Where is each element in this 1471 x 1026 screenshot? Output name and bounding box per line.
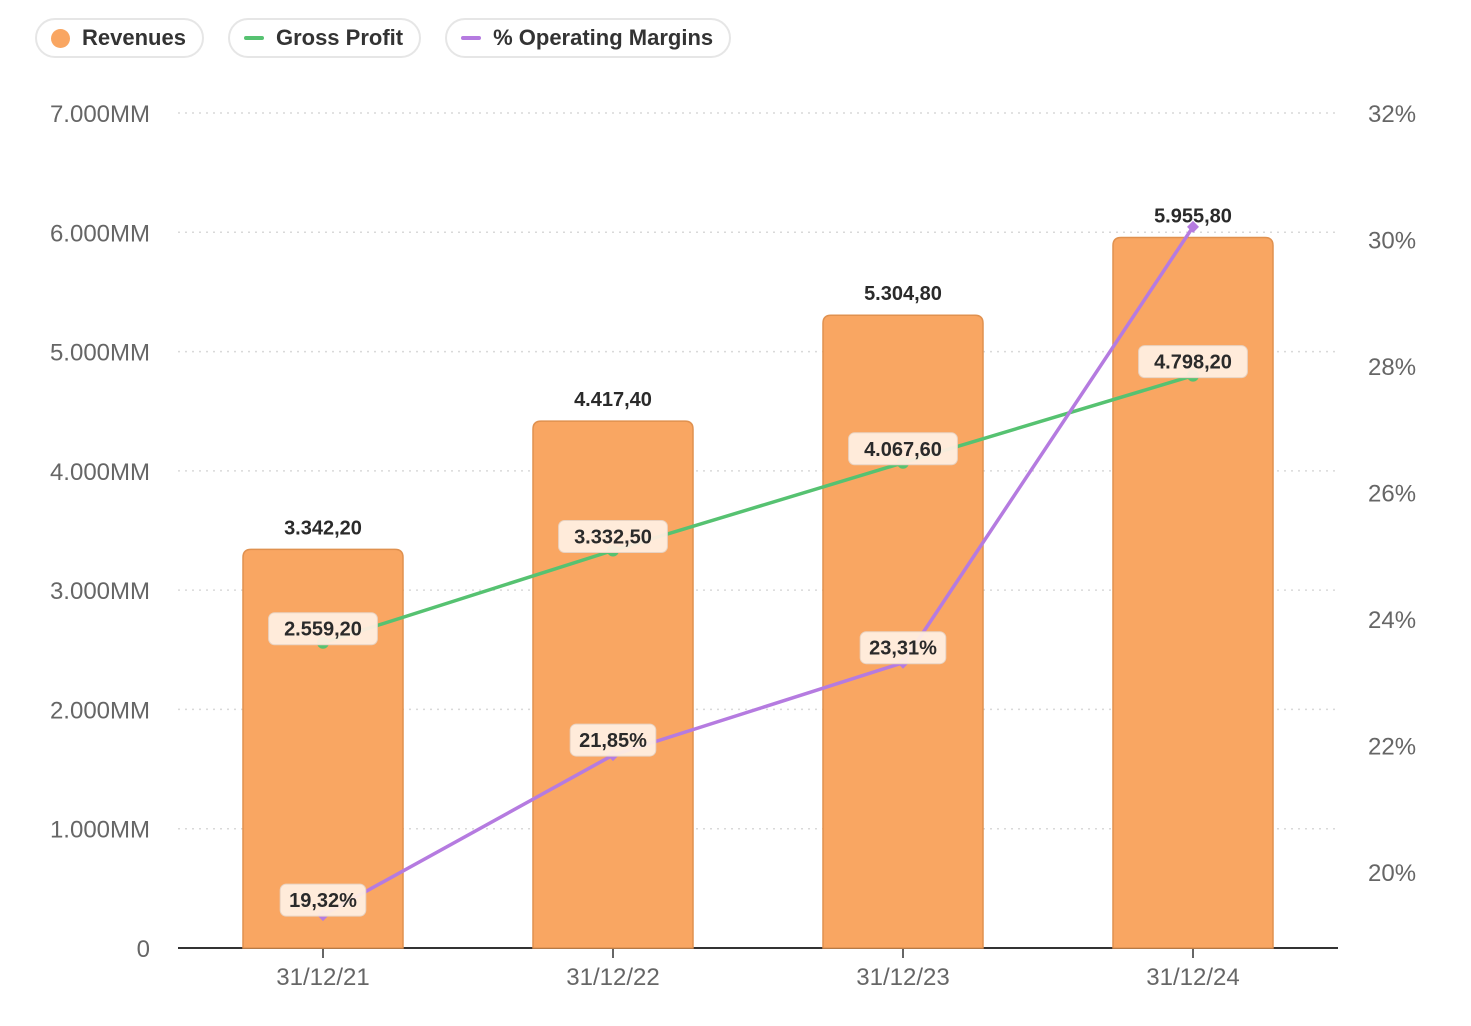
point-label-background [558, 519, 668, 553]
operating-margin-label: 19,32% [279, 883, 367, 917]
x-tick-label: 31/12/24 [1146, 964, 1239, 991]
data-labels: 3.342,20 4.417,40 5.304,80 5.955,80 2.559,20… [268, 206, 1248, 917]
legend-item-operating-margins[interactable]: % Operating Margins [445, 18, 732, 58]
y-right-tick-label: 24% [1368, 607, 1416, 634]
legend-label-gross-profit: Gross Profit [275, 25, 404, 50]
y-left-tick-label: 2.000MM [50, 697, 150, 724]
y-right-tick-label: 30% [1368, 228, 1416, 255]
operating-margin-point [1187, 220, 1199, 233]
y-right-tick-label: 22% [1368, 734, 1416, 761]
point-label-background [848, 432, 958, 466]
y-right-tick-label: 20% [1368, 860, 1416, 887]
point-label-background [279, 883, 367, 917]
y-left-tick-label: 1.000MM [50, 817, 150, 844]
point-label-text: 2.559,20 [284, 619, 362, 641]
y-left-tick-label: 7.000MM [50, 101, 150, 128]
operating-margin-line [321, 225, 1195, 917]
point-label-text: 21,85% [579, 730, 647, 752]
point-label-background [1138, 345, 1248, 379]
y-right-tick-label: 26% [1368, 481, 1416, 508]
legend-label-revenues: Revenues [82, 25, 186, 50]
legend-label-operating-margins: % Operating Margins [493, 25, 714, 50]
point-label-background [268, 612, 378, 646]
operating-margin-label: 21,85% [569, 723, 657, 757]
revenue-bars [242, 236, 1274, 949]
revenue-bar [242, 548, 404, 949]
x-tick-label: 31/12/21 [276, 964, 369, 991]
revenue-bar [532, 420, 694, 949]
gross-profit-swatch-icon [243, 36, 264, 40]
x-tick-label: 31/12/22 [566, 964, 659, 991]
point-label-background [569, 723, 657, 757]
revenue-bar [1112, 236, 1274, 949]
point-label-text: 19,32% [289, 890, 357, 912]
gross-profit-label: 3.332,50 [558, 519, 668, 553]
chart-legend: Revenues Gross Profit % Operating Margin… [35, 18, 732, 58]
y-left-tick-label: 3.000MM [50, 578, 150, 605]
axes: 0 1.000MM 2.000MM 3.000MM 4.000MM 5.000MM 6.00… [50, 101, 1416, 991]
gross-profit-label: 4.798,20 [1138, 345, 1248, 379]
revenues-swatch-icon [51, 28, 70, 48]
y-left-tick-label: 4.000MM [50, 459, 150, 486]
x-tick-label: 31/12/23 [856, 964, 949, 991]
revenue-bar-label: 5.304,80 [864, 283, 942, 305]
point-label-text: 23,31% [869, 638, 937, 660]
gross-profit-label: 2.559,20 [268, 612, 378, 646]
revenue-bar-label: 3.342,20 [284, 517, 362, 539]
operating-margin-label: 23,31% [859, 631, 947, 665]
point-label-text: 3.332,50 [574, 526, 652, 548]
series-lines [317, 220, 1199, 922]
legend-item-revenues[interactable]: Revenues [35, 18, 204, 58]
y-right-tick-label: 28% [1368, 354, 1416, 381]
gross-profit-label: 4.067,60 [848, 432, 958, 466]
revenue-bar-label: 4.417,40 [574, 389, 652, 411]
gross-profit-line [321, 373, 1195, 645]
point-label-text: 4.067,60 [864, 439, 942, 461]
point-label-background [859, 631, 947, 665]
point-label-text: 4.798,20 [1154, 352, 1232, 374]
y-left-tick-label: 5.000MM [50, 340, 150, 367]
y-left-tick-label: 6.000MM [50, 220, 150, 247]
y-right-tick-label: 32% [1368, 101, 1416, 128]
y-left-tick-label: 0 [137, 936, 150, 963]
revenue-bar-label: 5.955,80 [1154, 206, 1232, 228]
legend-item-gross-profit[interactable]: Gross Profit [227, 18, 422, 58]
operating-margins-swatch-icon [461, 36, 482, 40]
